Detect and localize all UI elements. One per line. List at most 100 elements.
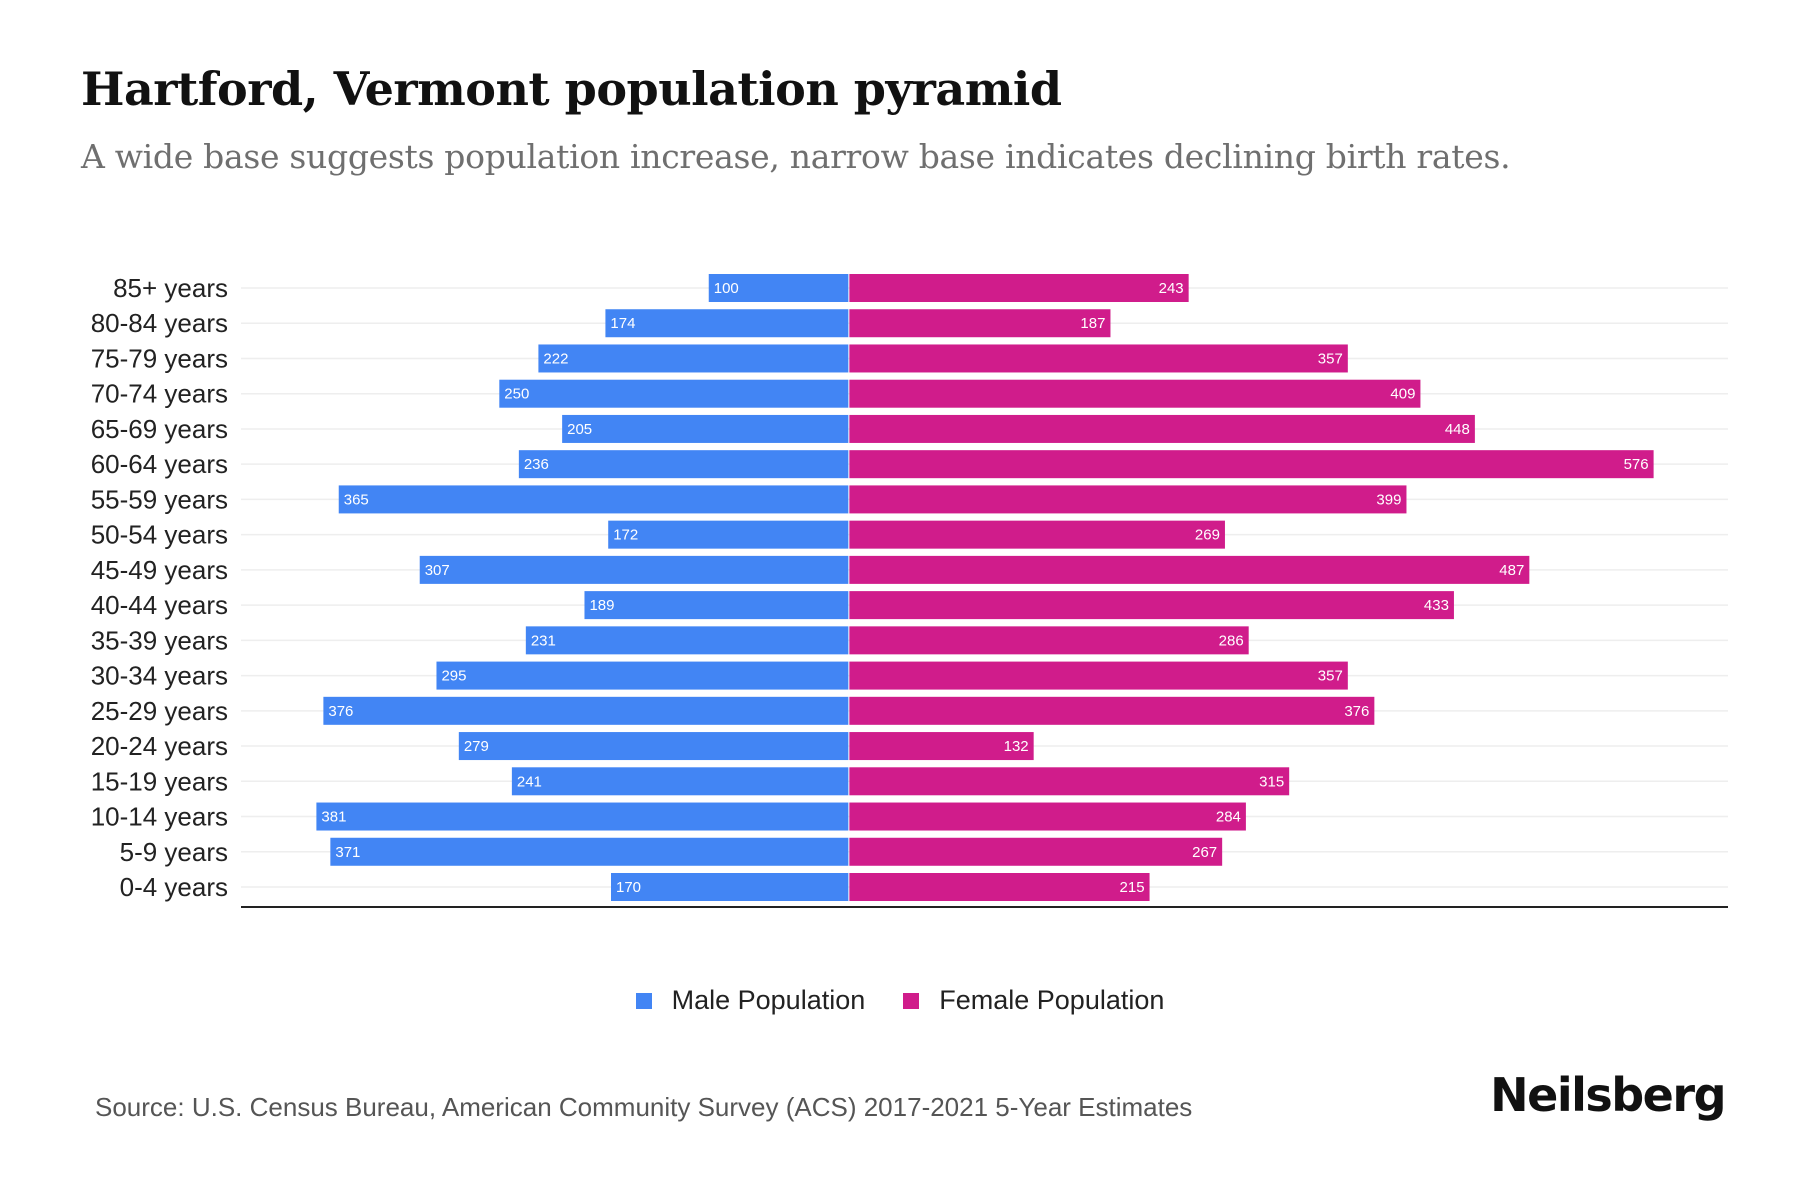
data-label-male: 231	[531, 632, 556, 649]
bar-male[interactable]	[611, 873, 849, 901]
bar-male[interactable]	[511, 767, 849, 796]
y-tick-label: 5-9 years	[120, 837, 228, 867]
y-tick-label: 35-39 years	[91, 625, 228, 655]
data-label-female: 243	[1159, 280, 1184, 297]
bar-female[interactable]	[849, 767, 1290, 796]
y-tick-label: 10-14 years	[91, 802, 228, 832]
bar-female[interactable]	[849, 591, 1454, 620]
bar-female[interactable]	[849, 696, 1375, 725]
bar-male[interactable]	[436, 661, 849, 690]
bar-female[interactable]	[849, 661, 1348, 690]
data-label-male: 371	[335, 844, 360, 861]
data-label-female: 357	[1318, 668, 1343, 685]
bar-male[interactable]	[323, 696, 849, 725]
bar-female[interactable]	[849, 414, 1475, 443]
brand-logo: Neilsberg	[1490, 1068, 1726, 1122]
y-tick-label: 85+ years	[113, 273, 228, 303]
y-tick-label: 0-4 years	[120, 872, 228, 902]
bar-male[interactable]	[608, 520, 849, 549]
bar-female[interactable]	[849, 344, 1348, 373]
data-label-male: 376	[328, 703, 353, 720]
bar-female[interactable]	[849, 626, 1249, 655]
bar-male[interactable]	[584, 591, 849, 620]
data-label-male: 381	[321, 809, 346, 826]
data-label-male: 295	[441, 668, 466, 685]
y-tick-label: 15-19 years	[91, 766, 228, 796]
data-label-male: 100	[714, 280, 739, 297]
data-label-male: 241	[517, 773, 542, 790]
bar-female[interactable]	[849, 837, 1223, 866]
bar-male[interactable]	[338, 485, 849, 514]
y-tick-label: 80-84 years	[91, 308, 228, 338]
bar-male[interactable]	[330, 837, 849, 866]
bar-female[interactable]	[849, 732, 1034, 761]
data-label-female: 267	[1192, 844, 1217, 861]
y-tick-label: 30-34 years	[91, 661, 228, 691]
source-note: Source: U.S. Census Bureau, American Com…	[95, 1092, 1193, 1122]
y-tick-label: 60-64 years	[91, 449, 228, 479]
data-label-male: 279	[464, 738, 489, 755]
bar-female[interactable]	[849, 485, 1407, 514]
y-tick-label: 50-54 years	[91, 520, 228, 550]
data-label-male: 205	[567, 421, 592, 438]
legend-label-male: Male Population	[671, 985, 866, 1015]
bar-female[interactable]	[849, 873, 1150, 901]
y-tick-label: 40-44 years	[91, 590, 228, 620]
data-label-male: 174	[610, 315, 635, 332]
bar-female[interactable]	[849, 520, 1225, 549]
data-label-female: 132	[1004, 738, 1029, 755]
data-label-female: 315	[1259, 773, 1284, 790]
y-tick-label: 45-49 years	[91, 555, 228, 585]
data-label-male: 172	[613, 527, 638, 544]
bar-female[interactable]	[849, 450, 1654, 479]
y-tick-label: 70-74 years	[91, 379, 228, 409]
data-label-female: 576	[1624, 456, 1649, 473]
bar-male[interactable]	[605, 309, 849, 338]
chart-subtitle: A wide base suggests population increase…	[81, 137, 1511, 176]
bar-male[interactable]	[525, 626, 849, 655]
data-label-female: 357	[1318, 350, 1343, 367]
legend-item-female[interactable]: Female Population	[903, 985, 1164, 1016]
bar-male[interactable]	[518, 450, 849, 479]
chart-title: Hartford, Vermont population pyramid	[81, 62, 1062, 116]
legend-label-female: Female Population	[939, 985, 1165, 1015]
data-label-male: 222	[543, 350, 568, 367]
bar-female[interactable]	[849, 802, 1246, 831]
data-label-female: 215	[1120, 879, 1145, 896]
data-label-female: 187	[1080, 315, 1105, 332]
data-label-male: 307	[425, 562, 450, 579]
bar-male[interactable]	[538, 344, 849, 373]
bar-male[interactable]	[419, 555, 849, 584]
bar-female[interactable]	[849, 274, 1189, 302]
bar-male[interactable]	[562, 414, 849, 443]
female-bars	[849, 274, 1654, 901]
legend: Male Population Female Population	[0, 985, 1800, 1016]
data-label-female: 448	[1445, 421, 1470, 438]
data-label-male: 236	[524, 456, 549, 473]
data-label-male: 170	[616, 879, 641, 896]
bar-female[interactable]	[849, 309, 1111, 338]
y-tick-label: 25-29 years	[91, 696, 228, 726]
bar-male[interactable]	[499, 379, 849, 408]
bar-male[interactable]	[708, 274, 849, 302]
female-swatch-icon	[903, 992, 920, 1009]
data-label-female: 487	[1499, 562, 1524, 579]
data-label-male: 189	[589, 597, 614, 614]
data-label-female: 286	[1219, 632, 1244, 649]
data-label-female: 284	[1216, 809, 1241, 826]
male-swatch-icon	[635, 992, 652, 1009]
data-label-female: 269	[1195, 527, 1220, 544]
male-bars	[316, 274, 849, 901]
bar-value-labels: 100 243 174 187 222 357 250 409 205 448 236 576 365 3…	[321, 280, 1648, 896]
bar-female[interactable]	[849, 379, 1421, 408]
data-label-male: 365	[344, 491, 369, 508]
y-axis-labels: 85+ years 80-84 years 75-79 years 70-74 yea…	[91, 273, 228, 902]
bar-female[interactable]	[849, 555, 1530, 584]
y-tick-label: 75-79 years	[91, 343, 228, 373]
data-label-female: 399	[1376, 491, 1401, 508]
bar-male[interactable]	[458, 732, 849, 761]
legend-item-male[interactable]: Male Population	[635, 985, 866, 1016]
bar-male[interactable]	[316, 802, 849, 831]
data-label-female: 409	[1390, 386, 1415, 403]
